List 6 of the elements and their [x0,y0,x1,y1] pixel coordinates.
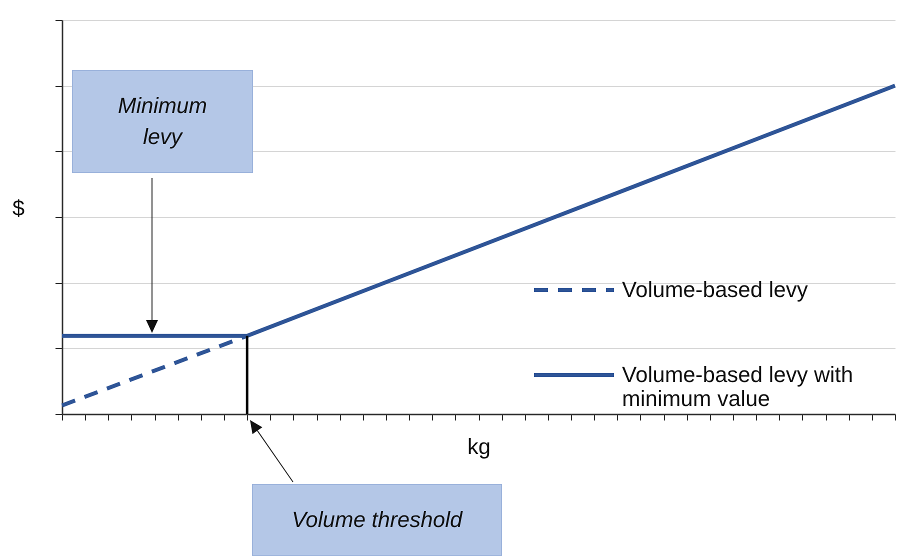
legend-label: Volume-based levy with minimum value [622,362,854,411]
callout-box: Volume threshold [252,484,502,556]
x-axis-title: kg [467,434,491,459]
legend-label: Volume-based levy [622,277,808,302]
callout-box: Minimum levy [72,70,253,173]
y-axis-title: $ [12,196,25,220]
